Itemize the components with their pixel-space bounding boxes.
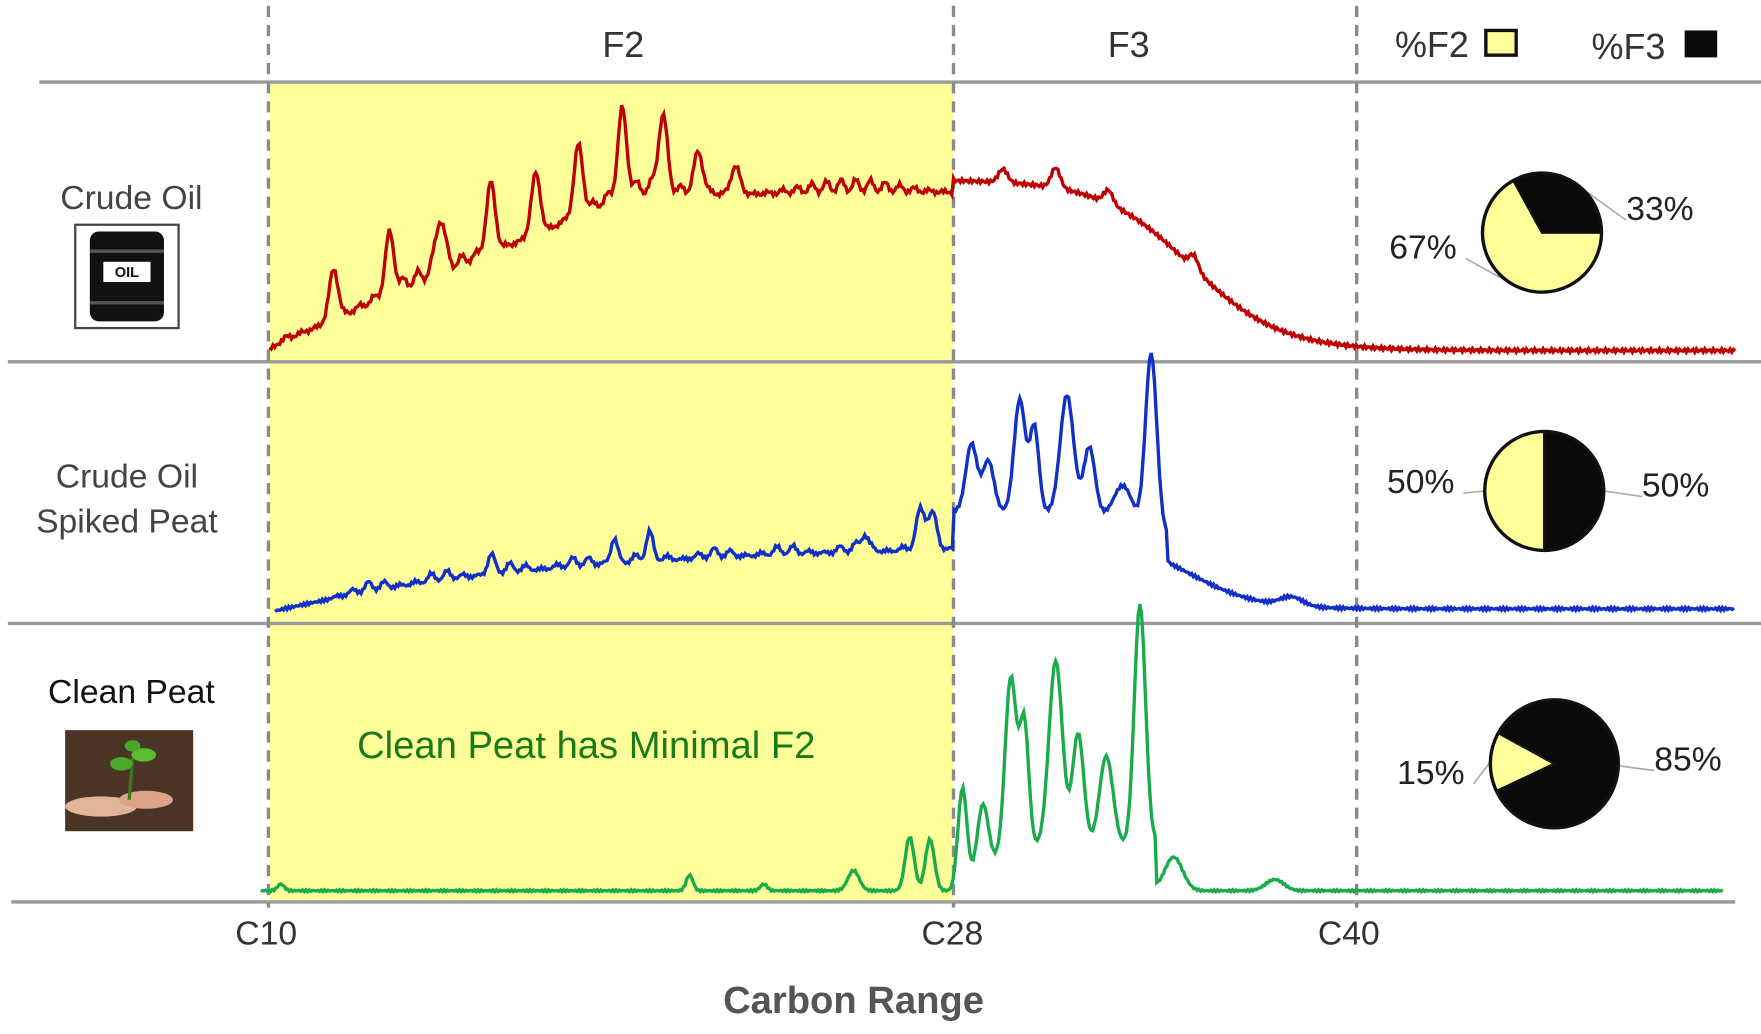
pie-label: 50% bbox=[1387, 464, 1454, 501]
leader-line bbox=[1472, 761, 1492, 785]
x-axis-title: Carbon Range bbox=[723, 979, 984, 1022]
pie-outline bbox=[1488, 698, 1621, 830]
peat-photo-icon bbox=[65, 730, 194, 832]
legend-label: %F2 bbox=[1395, 24, 1469, 65]
row-label: Crude Oil bbox=[56, 458, 198, 495]
legend-swatch bbox=[1684, 30, 1718, 58]
pie-slice bbox=[1483, 430, 1546, 552]
pie-outline bbox=[1483, 429, 1606, 553]
chromatogram-trace bbox=[268, 104, 1737, 356]
pie-outline bbox=[1480, 171, 1604, 294]
row-label: Spiked Peat bbox=[36, 503, 218, 540]
chromatogram-trace bbox=[274, 352, 1736, 614]
leader-line bbox=[1618, 765, 1655, 772]
x-tick-label: C28 bbox=[921, 916, 983, 953]
pie-label: 67% bbox=[1389, 229, 1456, 266]
pie-label: 85% bbox=[1654, 741, 1721, 778]
annotation: Clean Peat has Minimal F2 bbox=[357, 724, 815, 767]
x-tick-label: C40 bbox=[1318, 916, 1380, 953]
x-tick-label: C10 bbox=[235, 916, 297, 953]
oil-barrel-icon: OIL bbox=[74, 223, 180, 330]
pie-slice bbox=[1543, 430, 1605, 552]
row-label: Crude Oil bbox=[60, 180, 202, 217]
legend-label: %F3 bbox=[1592, 26, 1666, 67]
pie-label: 50% bbox=[1642, 467, 1709, 504]
row-label: Clean Peat bbox=[48, 674, 215, 711]
pie-label: 33% bbox=[1626, 191, 1693, 228]
leader-line bbox=[1603, 490, 1643, 498]
f2-header: F2 bbox=[602, 24, 644, 65]
row-lines bbox=[7, 80, 1761, 904]
pie-label: 15% bbox=[1397, 755, 1464, 792]
leader-line bbox=[1463, 490, 1485, 494]
range-dividers bbox=[266, 5, 1359, 908]
f3-header: F3 bbox=[1108, 24, 1150, 65]
barrel-text: OIL bbox=[115, 265, 139, 281]
chromatogram-trace bbox=[260, 603, 1723, 895]
legend-swatch bbox=[1484, 28, 1518, 57]
f2-region bbox=[269, 82, 954, 902]
